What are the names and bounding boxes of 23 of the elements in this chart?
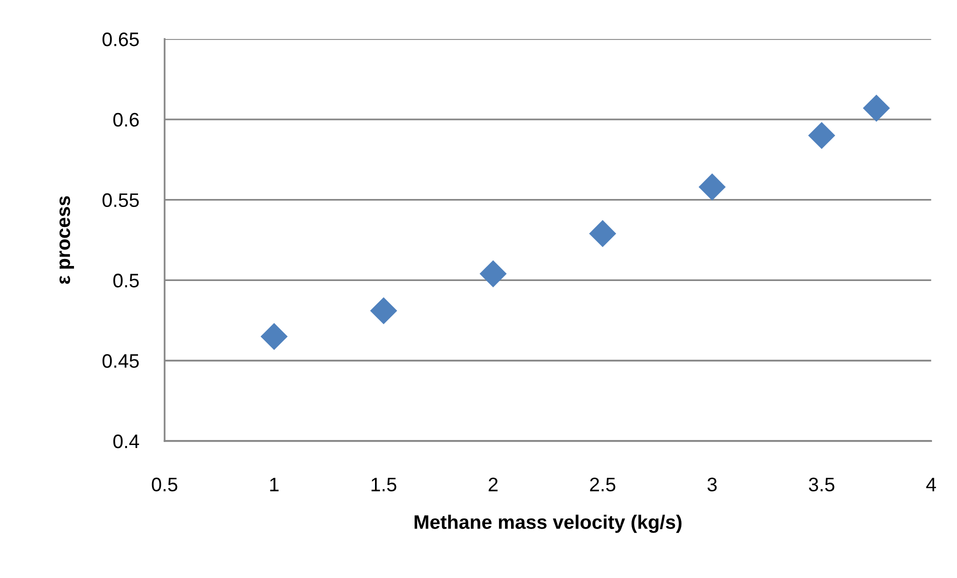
x-tick-label: 3: [707, 478, 717, 492]
y-tick-label: 0.5: [113, 274, 139, 288]
x-tick-label: 2.5: [590, 478, 616, 492]
x-axis-title: Methane mass velocity (kg/s): [414, 514, 682, 533]
y-axis-title: ε process: [59, 196, 74, 284]
point: [589, 220, 616, 248]
y-tick-label: 0.55: [102, 193, 139, 208]
x-tick-label: 1: [270, 478, 279, 492]
x-tick-label: 1.5: [372, 478, 396, 492]
x-tick-label: 0.5: [152, 478, 178, 492]
y-tick-label: 0.45: [102, 354, 139, 368]
x-tick-label: 2: [488, 478, 498, 492]
y-tick-label: 0.4: [113, 434, 140, 448]
point: [698, 173, 726, 200]
point: [808, 122, 836, 150]
point: [260, 322, 288, 350]
point: [370, 297, 398, 324]
x-tick-label: 3.5: [808, 478, 834, 492]
point: [862, 94, 890, 122]
y-tick-label: 0.65: [102, 32, 139, 46]
y-tick-label: 0.6: [113, 112, 139, 127]
point: [480, 260, 507, 288]
x-tick-label: 4: [926, 478, 936, 492]
